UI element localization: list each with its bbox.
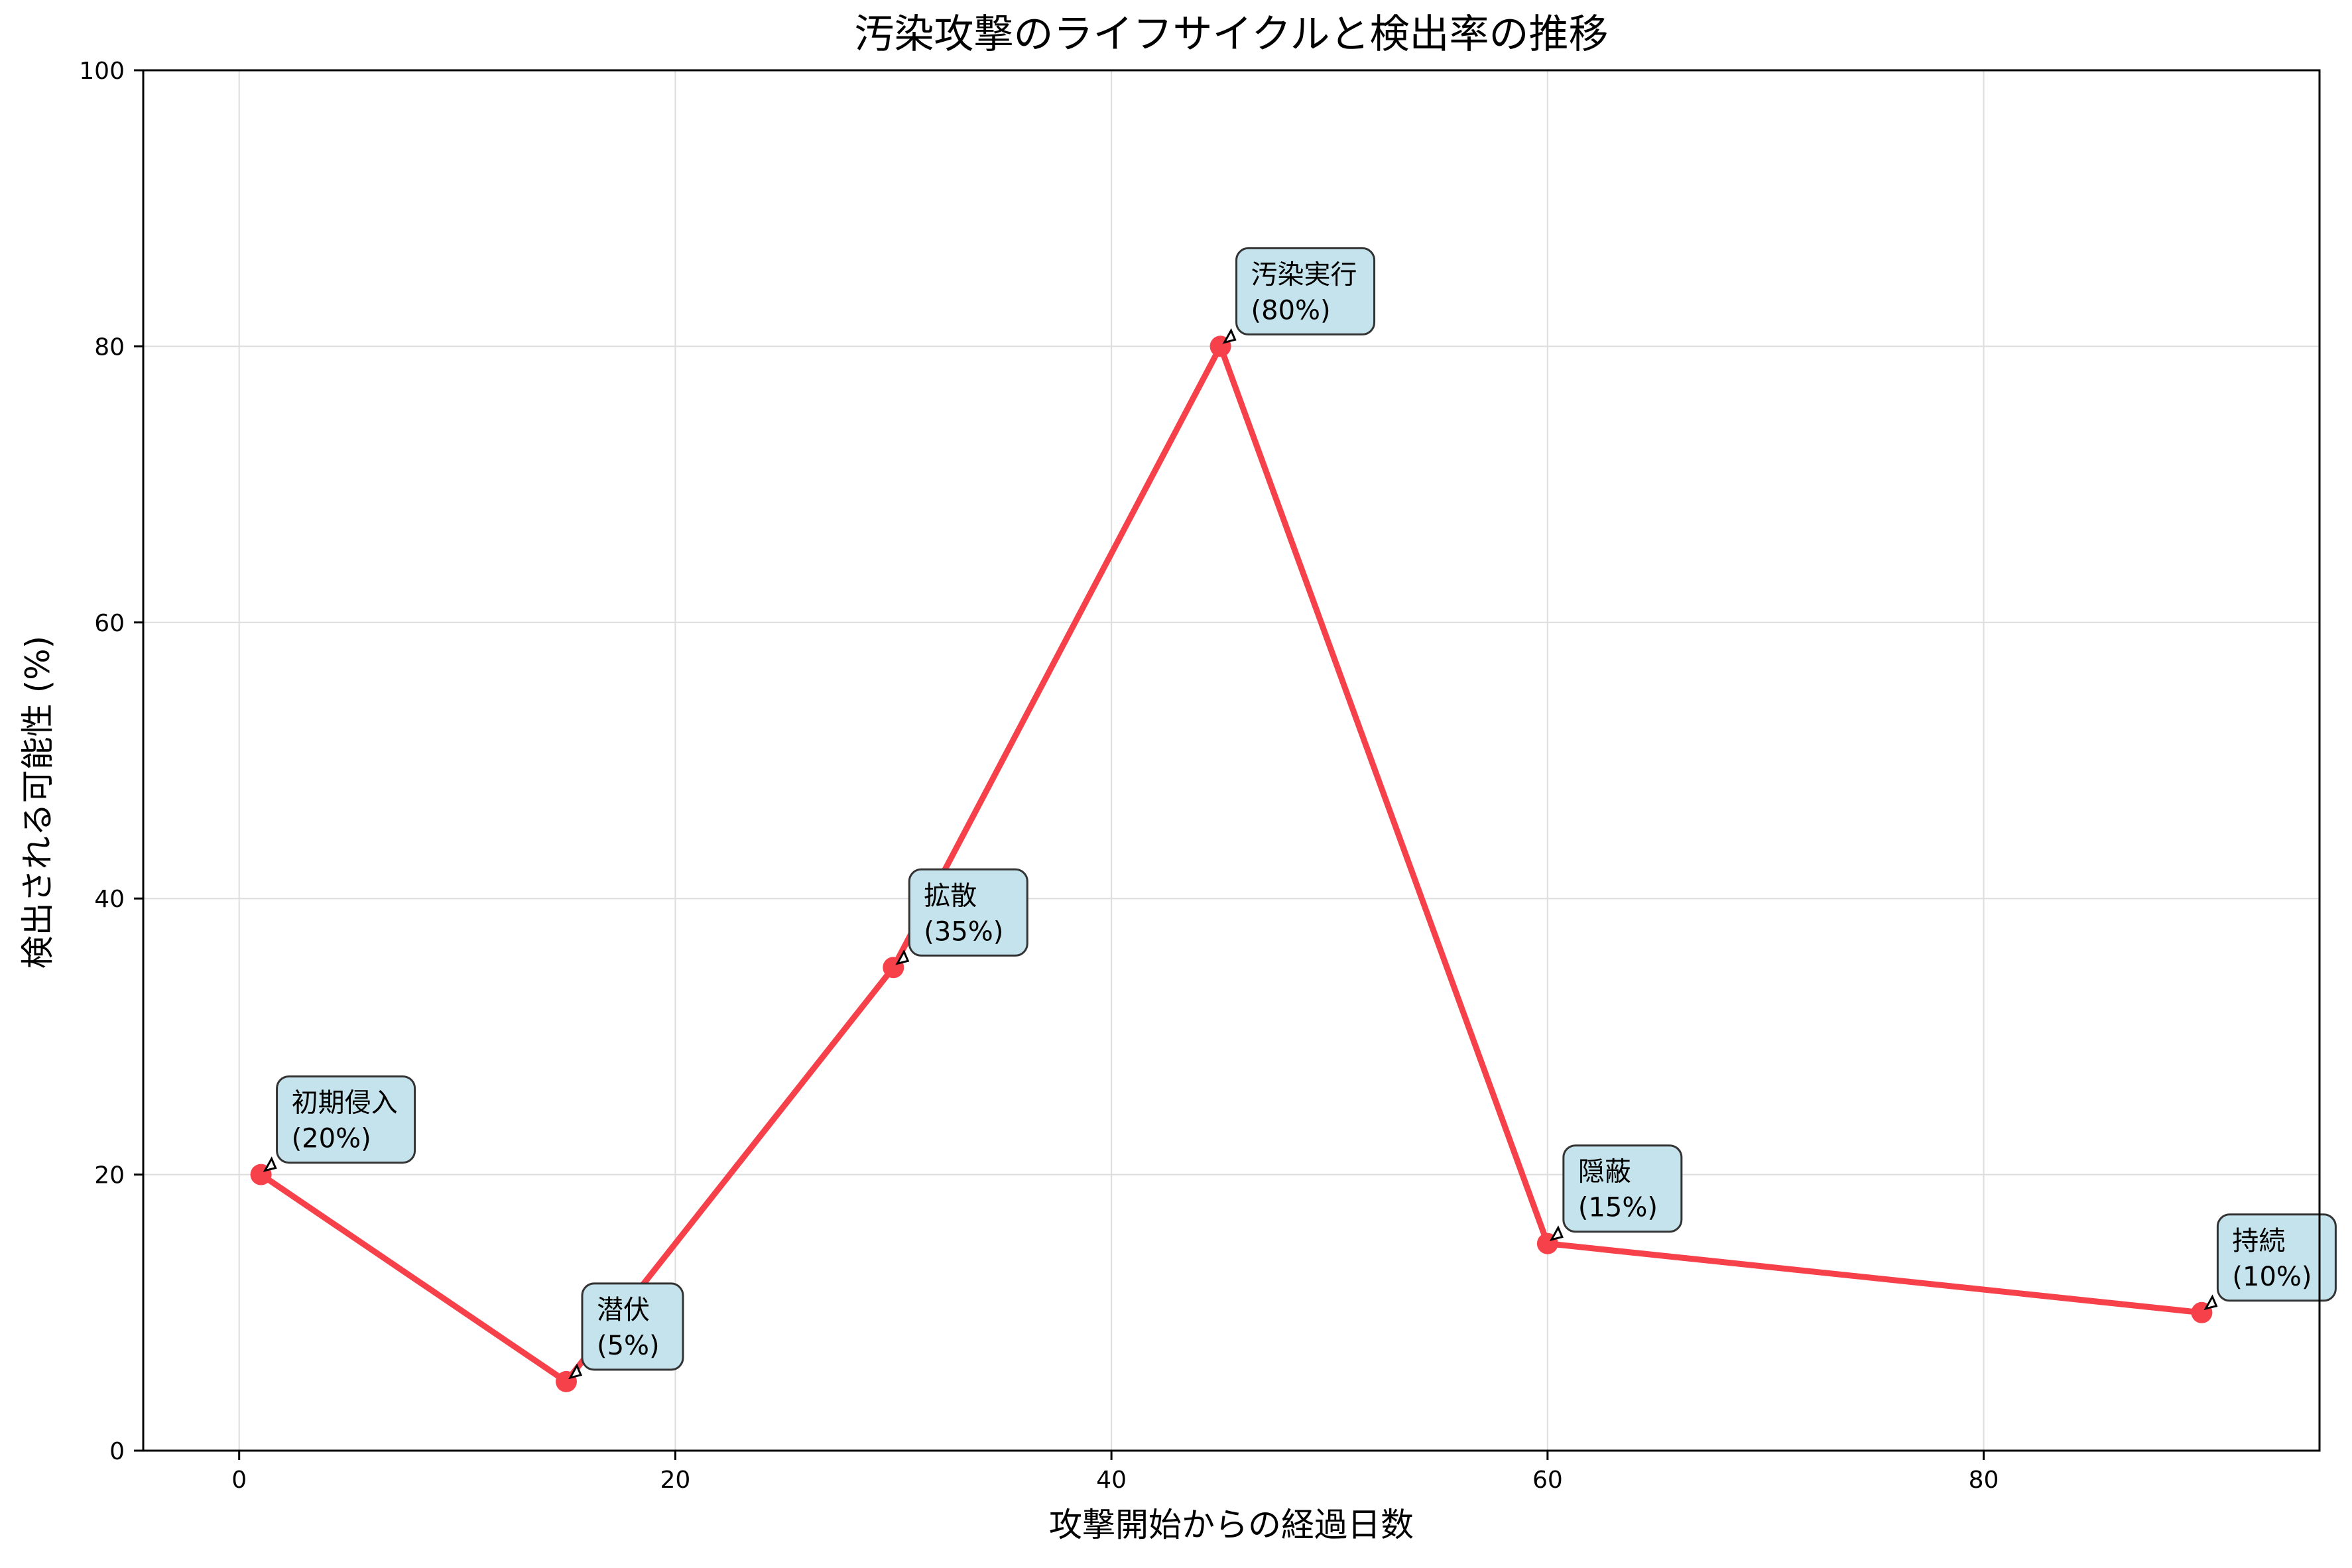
- annotation-value: (35%): [924, 916, 1003, 947]
- annotation: 持続 (10%): [2203, 1213, 2337, 1311]
- y-tick-label: 100: [79, 58, 125, 85]
- x-axis-label: 攻撃開始からの経過日数: [1049, 1506, 1414, 1544]
- x-tick-label: 20: [660, 1467, 691, 1494]
- y-axis-label: 検出される可能性 (%): [19, 636, 57, 969]
- annotation-box: [1562, 1144, 1683, 1233]
- annotation-box: [1235, 247, 1376, 335]
- series-line: [258, 343, 2205, 1385]
- x-tick-label: 60: [1532, 1467, 1563, 1494]
- y-tick-label: 40: [94, 886, 125, 913]
- annotation-label: 汚染実行: [1251, 259, 1357, 290]
- annotation-value: (5%): [597, 1331, 660, 1361]
- annotation-arrow: [263, 1156, 277, 1172]
- x-tick-label: 0: [231, 1467, 247, 1494]
- y-tick-label: 60: [94, 610, 125, 637]
- annotation: 潜伏 (5%): [568, 1282, 684, 1380]
- annotation-box: [2216, 1213, 2337, 1302]
- chart-title: 汚染攻撃のライフサイクルと検出率の推移: [855, 11, 1609, 58]
- annotation-label: 拡散: [924, 880, 977, 911]
- annotations: 初期侵入 (20%) 潜伏 (5%) 拡散 (35%) 汚染実行 (80%) 隠蔽 (15%) 持続…: [263, 247, 2337, 1380]
- annotation-arrow: [1549, 1225, 1564, 1241]
- annotation-label: 隠蔽: [1578, 1157, 1631, 1187]
- annotation-label: 潜伏: [597, 1295, 650, 1325]
- annotation-arrow: [568, 1363, 583, 1380]
- annotation-arrow: [1222, 328, 1237, 344]
- y-tick-label: 0: [109, 1438, 125, 1465]
- annotation: 隠蔽 (15%): [1549, 1144, 1683, 1241]
- y-tick-label: 20: [94, 1162, 125, 1189]
- annotation-label: 初期侵入: [292, 1088, 398, 1118]
- annotation: 初期侵入 (20%): [263, 1075, 416, 1172]
- annotation-label: 持続: [2232, 1226, 2285, 1256]
- plot-frame: [142, 69, 2321, 1452]
- annotation-value: (20%): [292, 1124, 371, 1154]
- annotation-value: (15%): [1578, 1193, 1658, 1223]
- x-tick-label: 40: [1096, 1467, 1127, 1494]
- annotation-box: [276, 1075, 416, 1164]
- annotation-arrow: [2203, 1294, 2218, 1311]
- y-tick-label: 80: [94, 333, 125, 361]
- annotation-value: (80%): [1251, 295, 1331, 326]
- annotation: 拡散 (35%): [895, 868, 1028, 965]
- annotation: 汚染実行 (80%): [1222, 247, 1376, 344]
- x-tick-label: 80: [1969, 1467, 1999, 1494]
- ticks: 0 20 40 60 80 0 20 40 60 80 100: [79, 58, 1999, 1494]
- annotation-arrow: [895, 949, 910, 965]
- annotation-box: [581, 1282, 684, 1371]
- annotation-value: (10%): [2232, 1262, 2312, 1292]
- annotation-box: [908, 868, 1028, 957]
